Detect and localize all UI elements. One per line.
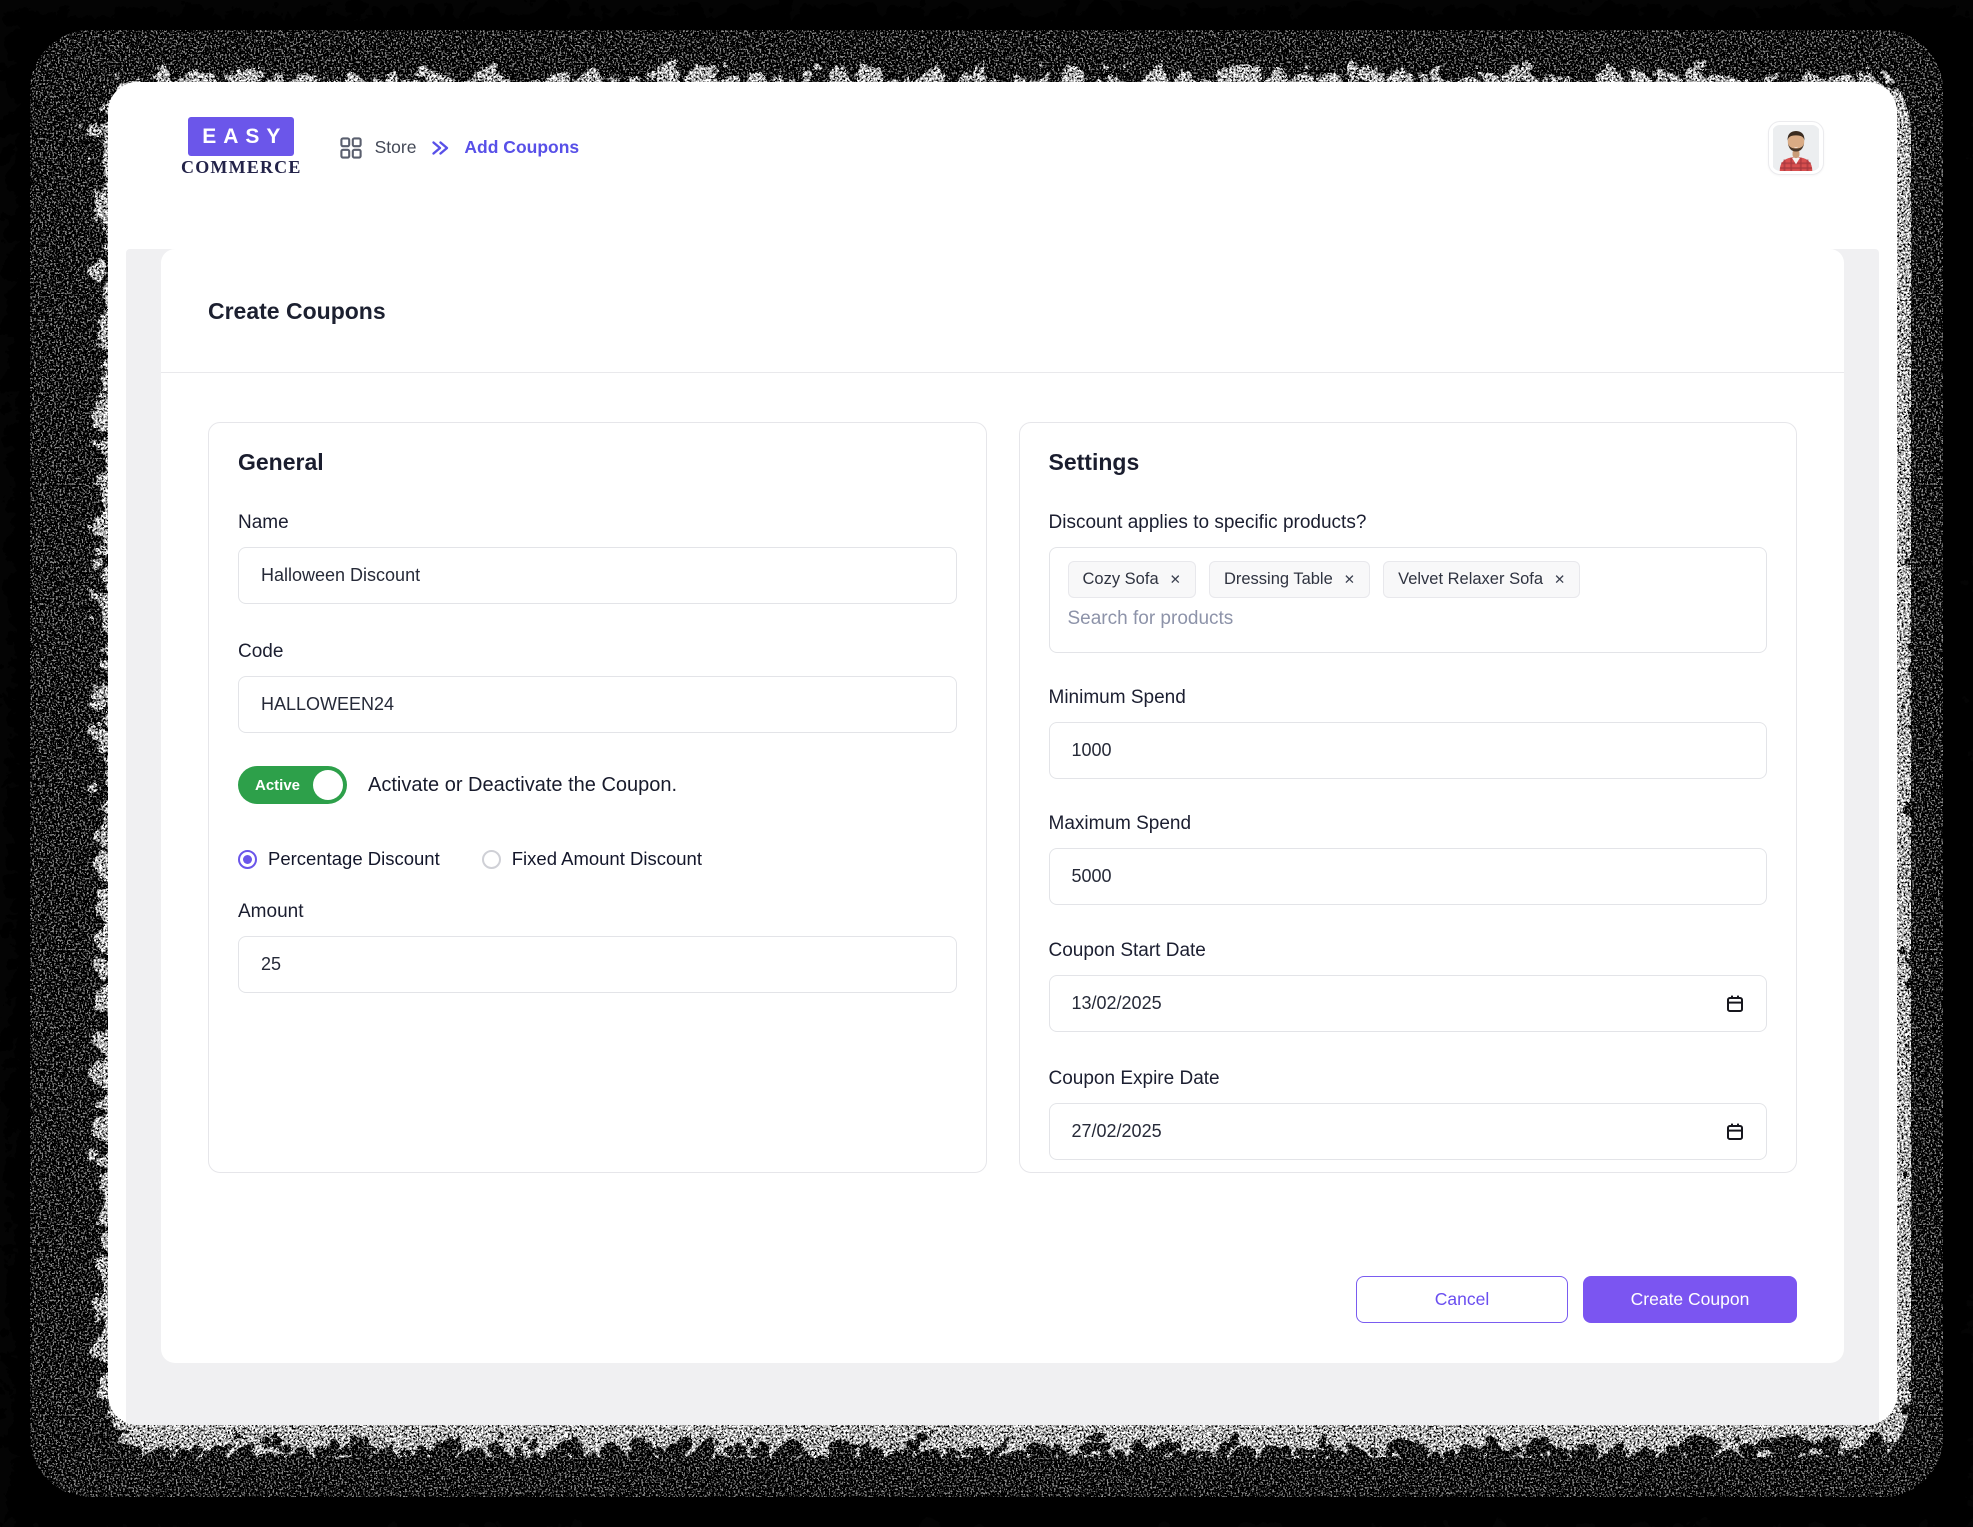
product-tag: Dressing Table ✕ <box>1208 561 1371 598</box>
min-spend-input[interactable] <box>1048 722 1767 779</box>
cancel-button[interactable]: Cancel <box>1356 1276 1568 1323</box>
page-background: Create Coupons General Name Code Active <box>126 249 1879 1425</box>
products-select-box: Cozy Sofa ✕ Dressing Table ✕ Velvet Rela… <box>1048 547 1767 653</box>
general-panel: General Name Code Active Activate or Dea… <box>208 422 987 1173</box>
product-search-input[interactable] <box>1067 608 1748 630</box>
product-tag: Cozy Sofa ✕ <box>1067 561 1196 598</box>
app-header: EASY COMMERCE Store <box>108 82 1897 213</box>
logo-top-text: EASY <box>202 124 288 148</box>
remove-tag-icon[interactable]: ✕ <box>1554 571 1566 587</box>
calendar-icon[interactable] <box>1726 994 1744 1013</box>
logo[interactable]: EASY COMMERCE <box>181 117 302 178</box>
radio-fixed-amount-discount[interactable]: Fixed Amount Discount <box>481 848 702 870</box>
double-chevron-icon <box>431 140 449 156</box>
create-coupon-button[interactable]: Create Coupon <box>1583 1276 1797 1323</box>
name-label: Name <box>238 512 289 533</box>
toggle-state-label: Active <box>255 776 301 794</box>
max-spend-input[interactable] <box>1048 848 1767 905</box>
general-heading: General <box>238 449 324 475</box>
footer-actions: Cancel Create Coupon <box>161 1276 1844 1323</box>
products-label: Discount applies to specific products? <box>1048 512 1367 533</box>
radio-icon <box>481 849 501 869</box>
page-title: Create Coupons <box>208 298 386 324</box>
user-avatar[interactable] <box>1768 120 1824 175</box>
start-date-label: Coupon Start Date <box>1048 940 1206 961</box>
expire-date-label: Coupon Expire Date <box>1048 1068 1220 1089</box>
code-input[interactable] <box>238 676 957 733</box>
discount-type-group: Percentage Discount Fixed Amount Discoun… <box>238 848 957 870</box>
breadcrumb-store[interactable]: Store <box>374 137 417 157</box>
breadcrumb: Store Add Coupons <box>339 136 580 159</box>
logo-box: EASY <box>188 117 295 156</box>
remove-tag-icon[interactable]: ✕ <box>1343 571 1356 587</box>
code-label: Code <box>238 641 284 662</box>
breadcrumb-add-coupons[interactable]: Add Coupons <box>464 137 580 157</box>
remove-tag-icon[interactable]: ✕ <box>1169 571 1181 587</box>
calendar-icon[interactable] <box>1726 1122 1744 1141</box>
create-coupons-card: Create Coupons General Name Code Active <box>161 249 1844 1363</box>
amount-label: Amount <box>238 901 304 922</box>
radio-icon <box>238 849 257 869</box>
app-window: EASY COMMERCE Store <box>108 82 1897 1425</box>
start-date-input[interactable]: 13/02/2025 <box>1048 975 1767 1032</box>
radio-percentage-discount[interactable]: Percentage Discount <box>238 848 440 870</box>
min-spend-label: Minimum Spend <box>1048 687 1186 708</box>
settings-heading: Settings <box>1048 449 1140 475</box>
toggle-description: Activate or Deactivate the Coupon. <box>368 773 678 796</box>
name-input[interactable] <box>238 547 957 604</box>
logo-bottom-text: COMMERCE <box>181 157 302 177</box>
settings-panel: Settings Discount applies to specific pr… <box>1018 422 1797 1173</box>
active-toggle[interactable]: Active <box>238 766 347 804</box>
expire-date-input[interactable]: 27/02/2025 <box>1048 1103 1767 1160</box>
amount-input[interactable] <box>238 936 957 993</box>
avatar-image <box>1773 124 1819 171</box>
title-divider <box>161 372 1844 373</box>
product-tag: Velvet Relaxer Sofa ✕ <box>1383 561 1581 598</box>
max-spend-label: Maximum Spend <box>1048 813 1192 834</box>
grid-icon <box>339 136 362 159</box>
toggle-knob <box>313 770 343 800</box>
